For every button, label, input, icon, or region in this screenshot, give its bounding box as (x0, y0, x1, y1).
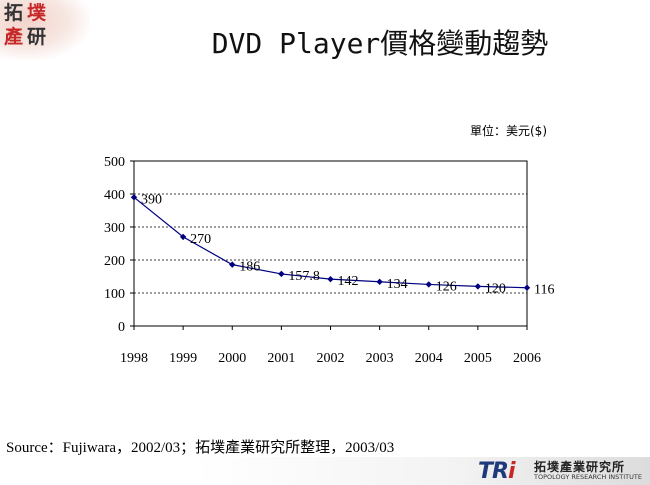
data-label: 126 (436, 279, 457, 294)
y-tick-labels: 0 100 200 300 400 500 (104, 155, 125, 335)
data-label: 186 (239, 260, 260, 275)
x-tick-label: 2005 (464, 351, 492, 366)
corner-logo: 拓 墣 產 研 (0, 0, 90, 60)
x-tick-label: 2006 (513, 351, 541, 366)
data-point (130, 194, 138, 201)
y-tick-label: 0 (118, 320, 125, 335)
data-point (474, 283, 482, 290)
x-tick-label: 2003 (366, 351, 394, 366)
logo-char-3: 產 (4, 26, 24, 48)
tri-logo-english: TOPOLOGY RESEARCH INSTITUTE (534, 473, 642, 481)
x-tick-label: 2002 (317, 351, 345, 366)
data-label: 270 (190, 232, 211, 247)
y-tick-label: 300 (104, 221, 125, 236)
x-tick-label: 2000 (218, 351, 246, 366)
data-point (327, 275, 334, 283)
series-layer (130, 194, 531, 291)
x-tick-label: 1999 (169, 351, 197, 366)
tri-logo: TRi 拓墣產業研究所 TOPOLOGY RESEARCH INSTITUTE (478, 458, 648, 484)
tri-logo-mark: TRi (478, 459, 515, 484)
data-label: 142 (338, 274, 359, 289)
y-tick-label: 500 (104, 155, 125, 170)
tri-logo-mark-tr: TR (478, 459, 509, 484)
data-label: 390 (141, 192, 162, 207)
page-title: DVD Player價格變動趨勢 (211, 27, 549, 60)
logo-char-4: 研 (27, 26, 47, 48)
x-tick-labels: 1998 1999 2000 2001 2002 2003 2004 2005 2006 (120, 351, 541, 366)
data-label: 134 (387, 277, 408, 292)
data-label: 116 (534, 283, 554, 298)
tri-logo-mark-i: i (507, 459, 515, 484)
tri-logo-chinese: 拓墣產業研究所 (534, 460, 626, 474)
data-label: 120 (485, 281, 506, 296)
data-label: 157.8 (288, 269, 320, 284)
data-point (523, 284, 531, 291)
data-labels: 390 270 186 157.8 142 134 126 120 116 (141, 192, 554, 297)
x-tick-label: 1998 (120, 351, 148, 366)
grid-layer (134, 193, 527, 294)
logo-char-1: 拓 (4, 2, 24, 24)
x-tick-label: 2004 (415, 351, 443, 366)
y-tick-label: 200 (104, 254, 125, 269)
logo-char-2: 墣 (27, 2, 47, 24)
data-point (425, 281, 432, 288)
x-tick-label: 2001 (267, 351, 295, 366)
y-tick-label: 400 (104, 188, 125, 203)
footer-bar (0, 457, 650, 485)
unit-label: 單位：美元($) (470, 124, 547, 138)
axis-layer (130, 160, 528, 330)
data-point (179, 233, 187, 241)
data-point (376, 278, 383, 285)
data-point (229, 261, 236, 268)
data-point (278, 270, 285, 278)
y-tick-label: 100 (104, 287, 125, 302)
source-note: Source：Fujiwara，2002/03；拓墣產業研究所整理，2003/0… (6, 440, 395, 456)
